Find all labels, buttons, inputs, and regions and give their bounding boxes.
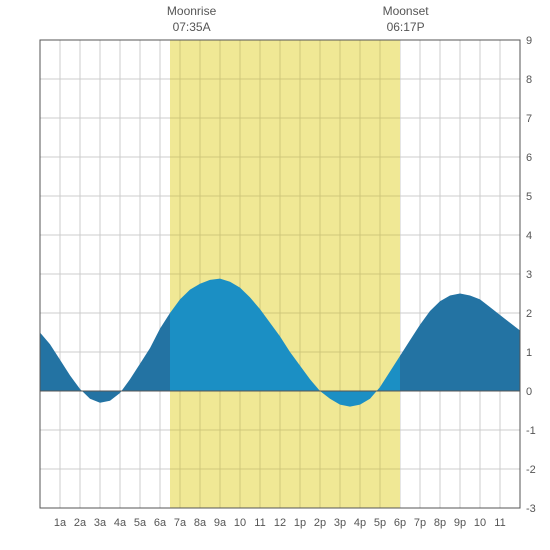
x-tick-label: 10: [234, 517, 246, 529]
x-tick-label: 2p: [314, 517, 326, 529]
x-tick-label: 5p: [374, 517, 386, 529]
x-tick-label: 10: [474, 517, 486, 529]
y-tick-label: 4: [526, 230, 532, 242]
x-tick-label: 12: [274, 517, 286, 529]
event-time: 07:35A: [167, 20, 216, 36]
tide-chart: 1a2a3a4a5a6a7a8a9a1011121p2p3p4p5p6p7p8p…: [0, 0, 550, 550]
x-tick-label: 9p: [454, 517, 466, 529]
x-tick-label: 2a: [74, 517, 87, 529]
x-tick-label: 6p: [394, 517, 406, 529]
y-tick-label: 0: [526, 386, 532, 398]
event-title: Moonset: [383, 4, 429, 20]
y-tick-label: 2: [526, 308, 532, 320]
x-tick-label: 3a: [94, 517, 107, 529]
chart-svg: 1a2a3a4a5a6a7a8a9a1011121p2p3p4p5p6p7p8p…: [0, 0, 550, 550]
y-tick-label: 6: [526, 152, 532, 164]
x-tick-label: 4p: [354, 517, 366, 529]
y-tick-label: -2: [526, 464, 536, 476]
x-tick-label: 1a: [54, 517, 67, 529]
y-tick-label: 7: [526, 113, 532, 125]
y-tick-label: 5: [526, 191, 532, 203]
x-tick-label: 5a: [134, 517, 147, 529]
x-tick-label: 8a: [194, 517, 207, 529]
y-tick-label: 8: [526, 74, 532, 86]
x-tick-label: 8p: [434, 517, 446, 529]
x-tick-label: 9a: [214, 517, 227, 529]
y-tick-label: 3: [526, 269, 532, 281]
moonset-label: Moonset06:17P: [383, 4, 429, 35]
x-tick-label: 7p: [414, 517, 426, 529]
x-tick-label: 3p: [334, 517, 346, 529]
event-time: 06:17P: [383, 20, 429, 36]
y-tick-label: 9: [526, 35, 532, 47]
x-tick-label: 4a: [114, 517, 127, 529]
x-tick-label: 11: [494, 517, 505, 529]
y-tick-label: 1: [526, 347, 532, 359]
moonrise-label: Moonrise07:35A: [167, 4, 216, 35]
x-tick-label: 6a: [154, 517, 167, 529]
x-tick-label: 11: [254, 517, 265, 529]
event-title: Moonrise: [167, 4, 216, 20]
x-tick-label: 7a: [174, 517, 187, 529]
y-tick-label: -3: [526, 503, 536, 515]
x-tick-label: 1p: [294, 517, 306, 529]
y-tick-label: -1: [526, 425, 536, 437]
